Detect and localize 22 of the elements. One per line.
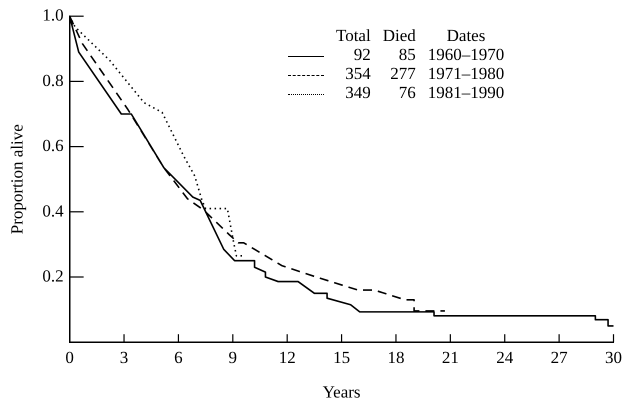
text: 349 76 1981–1990: [345, 83, 504, 102]
legend-label: 354 277 1971–1980: [344, 64, 506, 83]
x-tick-label: 6: [174, 348, 183, 367]
y-tick-label: 1.0: [42, 6, 64, 25]
text: 92 85 1960–1970: [354, 45, 504, 64]
x-tick-label: 3: [120, 348, 128, 367]
x-tick-label: 0: [65, 348, 74, 367]
x-tick-label: 15: [333, 348, 350, 367]
y-tick-label: 0.8: [42, 70, 64, 90]
x-tick-label: 18: [387, 348, 404, 367]
x-axis-title: Years: [322, 382, 361, 402]
x-tick-label: 12: [278, 348, 296, 367]
x-tick-label: 21: [442, 348, 459, 367]
y-tick-label: 0.4: [42, 201, 64, 220]
x-tick-label: 30: [605, 348, 622, 367]
y-tick-label: 0.6: [42, 136, 64, 156]
x-tick-label: 27: [550, 348, 568, 367]
y-axis-title: Proportion alive: [8, 124, 27, 234]
y-tick-label: 0.2: [42, 266, 64, 286]
x-tick-label: 9: [228, 348, 238, 367]
x-tick-label: 24: [496, 348, 514, 367]
text: Total Died Dates: [336, 26, 486, 45]
